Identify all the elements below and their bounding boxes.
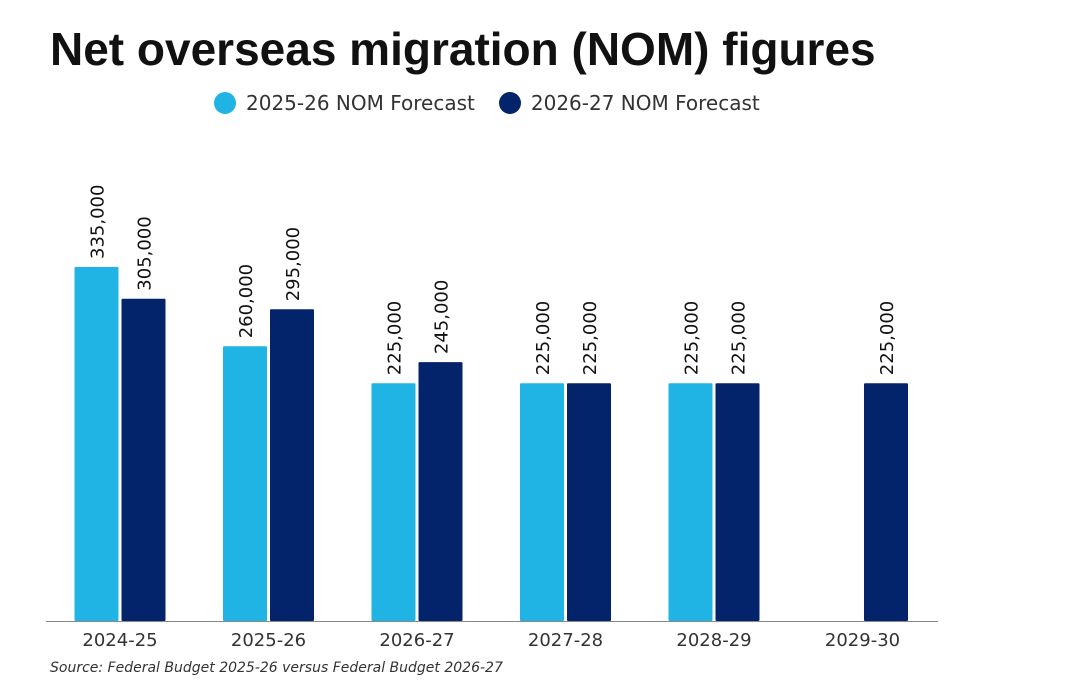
legend-swatch-2026-27 — [498, 92, 521, 114]
bar-2029-30-series-1 — [864, 383, 908, 621]
legend-swatch-2025-26 — [214, 92, 236, 114]
legend-label-2026-27: 2026-27 NOM Forecast — [530, 91, 760, 115]
data-label-2028-29-series-1: 225,000 — [729, 301, 750, 375]
legend-item-2025-26: 2025-26 NOM Forecast — [214, 91, 475, 115]
data-label-2028-29-series-0: 225,000 — [682, 301, 703, 375]
bar-2024-25-series-0 — [74, 267, 119, 621]
data-label-2027-28-series-1: 225,000 — [580, 301, 601, 375]
bar-2028-29-series-0 — [668, 383, 713, 621]
bar-2025-26-series-1 — [270, 309, 314, 621]
bar-2028-29-series-1 — [715, 383, 760, 621]
x-tick-label-2025-26: 2025-26 — [231, 630, 306, 651]
legend-item-2026-27: 2026-27 NOM Forecast — [498, 91, 760, 115]
x-tick-label-2026-27: 2026-27 — [379, 630, 454, 651]
data-label-2026-27-series-1: 245,000 — [432, 280, 453, 354]
data-label-2029-30-series-1: 225,000 — [877, 301, 898, 375]
chart-legend: 2025-26 NOM Forecast 2026-27 NOM Forecas… — [214, 91, 784, 115]
chart-title: Net overseas migration (NOM) figures — [50, 23, 876, 75]
legend-label-2025-26: 2025-26 NOM Forecast — [246, 91, 475, 115]
bar-2026-27-series-1 — [418, 362, 463, 621]
bar-2025-26-series-0 — [223, 346, 267, 621]
data-label-2024-25-series-1: 305,000 — [135, 216, 156, 290]
data-label-2025-26-series-0: 260,000 — [236, 264, 257, 338]
data-label-2026-27-series-0: 225,000 — [385, 301, 406, 375]
bar-2027-28-series-1 — [567, 383, 611, 621]
data-label-2027-28-series-0: 225,000 — [533, 301, 554, 375]
bar-2027-28-series-0 — [520, 383, 564, 621]
bar-2024-25-series-1 — [121, 298, 166, 621]
source-note: Source: Federal Budget 2025-26 versus Fe… — [50, 660, 503, 676]
x-tick-label-2029-30: 2029-30 — [825, 630, 900, 651]
x-tick-label-2028-29: 2028-29 — [676, 630, 751, 651]
x-tick-label-2027-28: 2027-28 — [528, 630, 603, 651]
data-label-2025-26-series-1: 295,000 — [283, 227, 304, 301]
bar-2026-27-series-0 — [371, 383, 416, 621]
x-tick-label-2024-25: 2024-25 — [82, 630, 157, 651]
data-label-2024-25-series-0: 335,000 — [88, 185, 109, 259]
